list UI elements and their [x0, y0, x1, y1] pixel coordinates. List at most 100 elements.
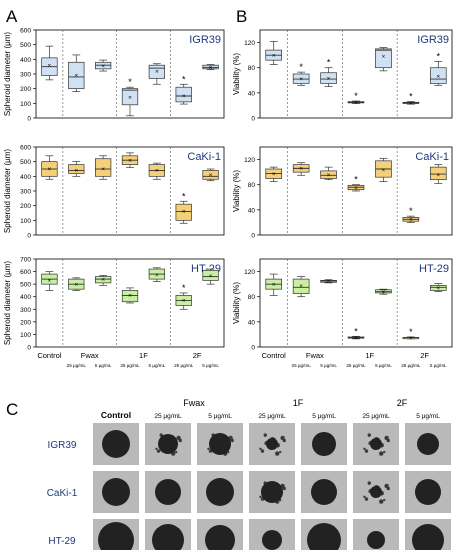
image-group-header: 2F: [397, 398, 408, 408]
mean-marker: ×: [128, 95, 132, 102]
y-tick-label: 120: [244, 269, 255, 276]
panel-letter: B: [236, 7, 247, 26]
cell-debris: [282, 438, 286, 443]
y-tick-label: 100: [20, 101, 31, 108]
y-tick-label: 0: [27, 116, 31, 123]
x-concentration-label: 5 µg/mL: [375, 363, 392, 368]
image-column-header: Control: [101, 410, 131, 420]
box-IGR39-1: [68, 61, 85, 90]
x-group-label: 2F: [420, 351, 429, 360]
x-concentration-label: 5 µg/mL: [320, 363, 337, 368]
cell-debris: [282, 486, 286, 491]
cell-debris: [207, 447, 210, 451]
y-tick-label: 400: [20, 294, 31, 301]
y-axis-label: Viability (%): [232, 170, 241, 212]
box-CaKi-1-2: [95, 158, 112, 177]
box-HT-29-3: [121, 290, 139, 303]
box-CaKi-1-6: [429, 166, 447, 181]
mean-marker: ×: [128, 293, 132, 300]
box-CaKi-1-5: [175, 203, 192, 221]
box-IGR39-6: [429, 67, 447, 84]
spheroid: [261, 481, 283, 503]
mean-marker: ×: [182, 298, 186, 305]
y-tick-label: 0: [251, 116, 255, 123]
cell-debris: [379, 451, 384, 456]
plot-frame-IGR39: [259, 29, 453, 119]
box-CaKi-1-6: [202, 170, 219, 180]
mean-marker: ×: [327, 172, 331, 179]
box-CaKi-1-2: [320, 170, 337, 179]
mean-marker: ×: [182, 209, 186, 216]
y-tick-label: 700: [20, 257, 31, 264]
y-tick-label: 500: [20, 159, 31, 166]
box-IGR39-4: [375, 48, 392, 69]
image-group-header: 1F: [293, 398, 304, 408]
mean-marker: ×: [74, 168, 78, 175]
box-HT-29-2: [95, 276, 112, 284]
image-column-header: 25 µg/mL: [258, 413, 286, 420]
y-tick-label: 600: [20, 145, 31, 152]
mean-marker: ×: [299, 166, 303, 173]
y-tick-label: 100: [20, 218, 31, 225]
cell-debris: [363, 447, 366, 451]
cell-debris: [175, 450, 178, 454]
box-HT-29-6: [202, 269, 219, 281]
significance-asterisk: *: [299, 62, 303, 72]
y-tick-label: 200: [20, 86, 31, 93]
spheroid: [307, 523, 341, 550]
x-concentration-label: 5 µg/mL: [202, 363, 219, 368]
mean-marker: ×: [209, 65, 213, 72]
x-group-label: 1F: [139, 351, 148, 360]
box-IGR39-3: [121, 88, 139, 106]
image-row-label: IGR39: [48, 440, 77, 451]
mean-marker: ×: [155, 272, 159, 279]
spheroid: [370, 438, 382, 450]
mean-marker: ×: [409, 216, 413, 223]
mean-marker: ×: [354, 335, 358, 342]
mean-marker: ×: [409, 100, 413, 107]
spheroid: [367, 531, 385, 549]
y-axis-label: Viability (%): [232, 282, 241, 324]
y-tick-label: 0: [27, 345, 31, 352]
box-CaKi-1-1: [68, 164, 85, 174]
mean-marker: ×: [155, 168, 159, 175]
cell-debris: [156, 449, 161, 453]
spheroid: [266, 438, 278, 450]
y-tick-label: 0: [251, 233, 255, 240]
mean-marker: ×: [382, 54, 386, 61]
mean-marker: ×: [101, 63, 105, 70]
x-concentration-label: 5 µg/mL: [149, 363, 166, 368]
image-column-header: 5 µg/mL: [208, 413, 232, 420]
y-axis-label: Spheroid diameter (µm): [3, 149, 12, 234]
box-IGR39-5: [175, 86, 192, 103]
mean-marker: ×: [354, 99, 358, 106]
cell-debris: [259, 447, 262, 451]
box-HT-29-6: [429, 285, 447, 291]
cell-debris: [367, 481, 371, 485]
mean-marker: ×: [128, 157, 132, 164]
significance-asterisk: *: [327, 58, 331, 68]
spheroid: [205, 525, 235, 550]
y-tick-label: 500: [20, 282, 31, 289]
spheroid: [206, 478, 234, 506]
mean-marker: ×: [48, 166, 52, 173]
y-tick-label: 40: [248, 319, 256, 326]
x-group-label: Fwax: [81, 351, 99, 360]
significance-asterisk: *: [409, 92, 413, 102]
y-tick-label: 80: [248, 294, 256, 301]
x-group-label: 2F: [193, 351, 202, 360]
mean-marker: ×: [48, 62, 52, 69]
spheroid: [209, 433, 231, 455]
mean-marker: ×: [48, 278, 52, 285]
y-axis-label: Spheroid diameter (µm): [3, 32, 12, 117]
spheroid: [262, 530, 282, 550]
spheroid: [152, 524, 184, 550]
y-tick-label: 0: [251, 345, 255, 352]
y-tick-label: 500: [20, 42, 31, 49]
mean-marker: ×: [409, 335, 413, 342]
panel-letter: C: [6, 400, 18, 419]
spheroid: [102, 478, 130, 506]
mean-marker: ×: [354, 185, 358, 192]
image-column-header: 5 µg/mL: [416, 413, 440, 420]
